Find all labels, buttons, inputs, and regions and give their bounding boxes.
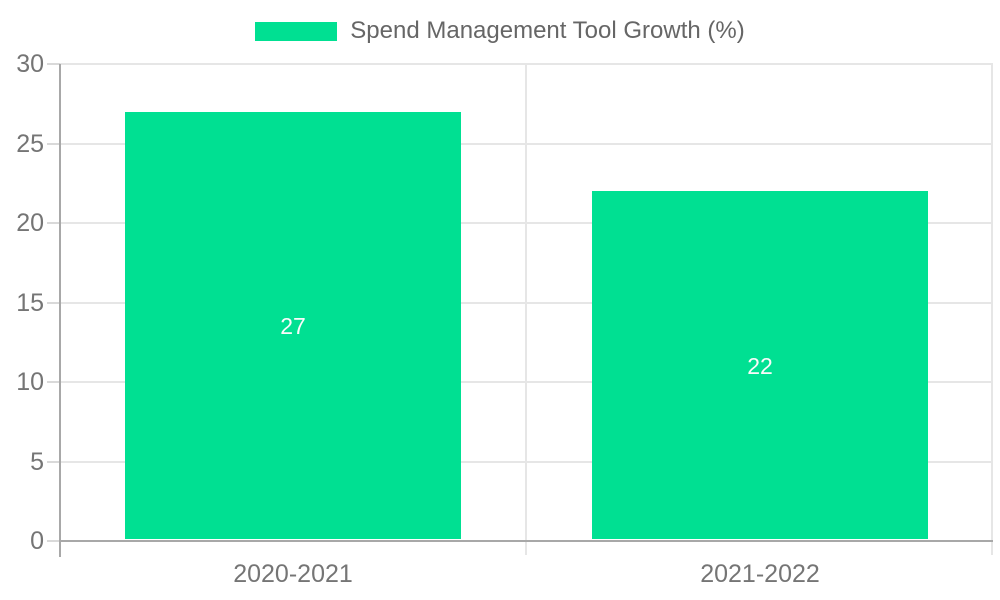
gridline-x-1 xyxy=(525,64,527,555)
y-axis-label-15: 15 xyxy=(16,289,44,317)
y-axis-label-20: 20 xyxy=(16,209,44,237)
x-axis-line xyxy=(59,540,993,542)
y-tick-20 xyxy=(47,222,60,224)
gridline-x-2 xyxy=(991,64,993,555)
y-tick-5 xyxy=(47,461,60,463)
y-tick-25 xyxy=(47,143,60,145)
bar-value-2021-2022: 22 xyxy=(747,353,773,379)
y-axis-label-30: 30 xyxy=(16,50,44,78)
x-axis-label-2020-2021: 2020-2021 xyxy=(233,560,353,588)
legend-label: Spend Management Tool Growth (%) xyxy=(350,17,745,44)
bar-2020-2021[interactable] xyxy=(125,112,461,539)
legend-swatch-icon xyxy=(255,21,338,41)
y-axis-label-25: 25 xyxy=(16,130,44,158)
y-tick-0 xyxy=(47,540,60,542)
y-tick-30 xyxy=(47,63,60,65)
y-axis-line xyxy=(59,64,61,557)
chart-legend[interactable]: Spend Management Tool Growth (%) xyxy=(0,18,1000,44)
y-tick-10 xyxy=(47,381,60,383)
y-tick-15 xyxy=(47,302,60,304)
y-axis-label-0: 0 xyxy=(30,527,44,555)
bar-2021-2022[interactable] xyxy=(592,191,928,539)
y-axis-label-10: 10 xyxy=(16,368,44,396)
bar-value-2020-2021: 27 xyxy=(280,313,306,339)
y-axis-label-5: 5 xyxy=(30,448,44,476)
x-axis-label-2021-2022: 2021-2022 xyxy=(700,560,820,588)
